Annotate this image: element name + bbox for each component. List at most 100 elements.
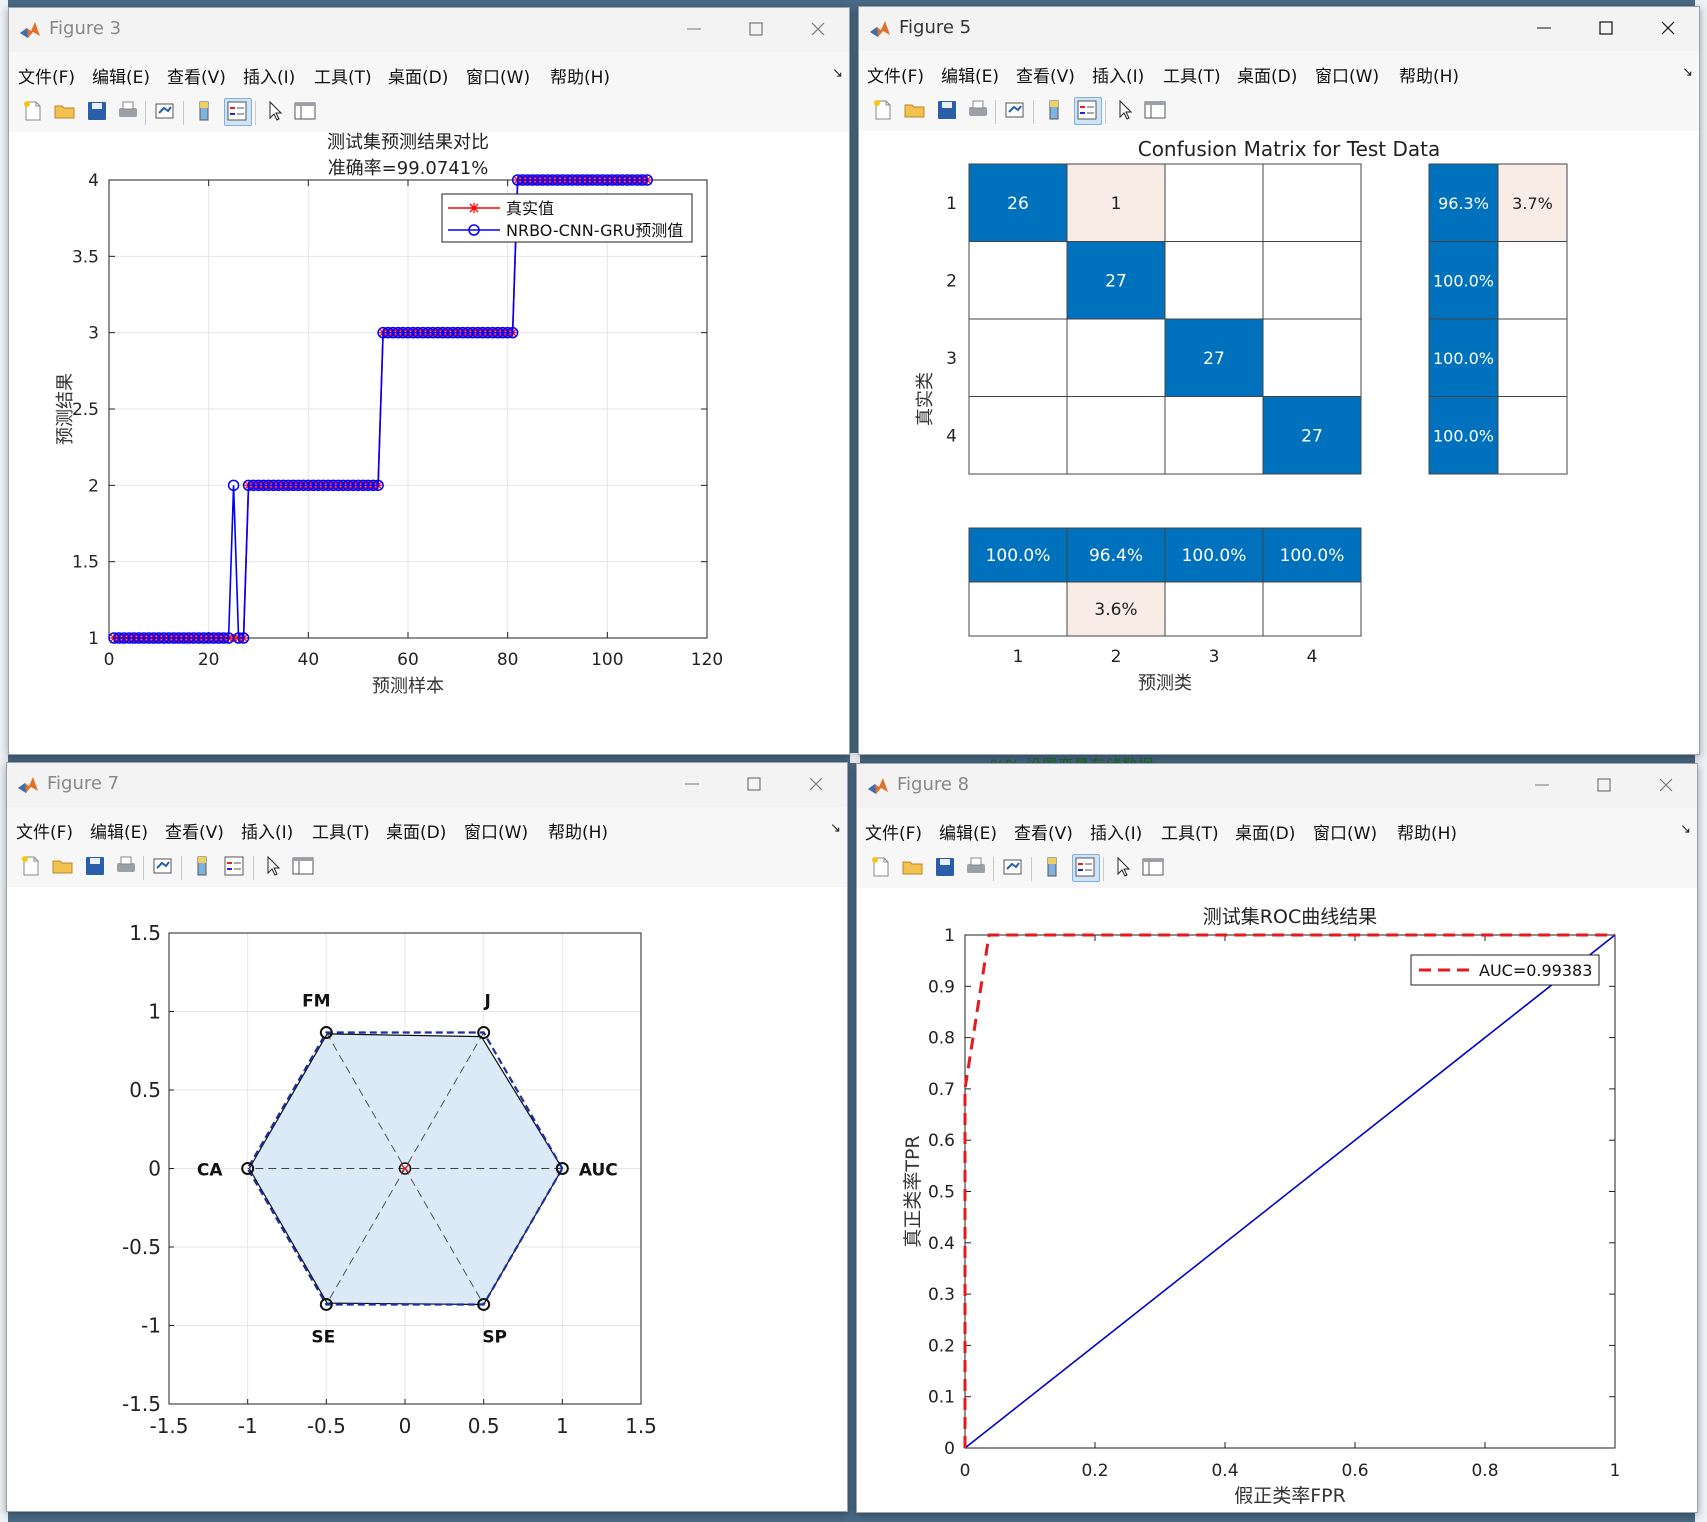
print-icon[interactable] (964, 855, 990, 881)
open-icon[interactable] (901, 855, 927, 881)
menu-view[interactable]: 查看(V) (165, 823, 224, 843)
menubar-overflow-icon[interactable]: ↘ (1680, 822, 1691, 837)
link-plot-icon[interactable] (153, 99, 179, 125)
save-icon[interactable] (933, 855, 959, 881)
maximize-button[interactable] (1575, 7, 1637, 51)
menu-file[interactable]: 文件(F) (16, 823, 74, 843)
menu-edit[interactable]: 编辑(E) (90, 823, 149, 843)
menu-desktop[interactable]: 桌面(D) (1237, 67, 1298, 87)
menu-help[interactable]: 帮助(H) (548, 823, 609, 843)
menu-edit[interactable]: 编辑(E) (92, 68, 151, 88)
menu-tools[interactable]: 工具(T) (1161, 824, 1219, 844)
menu-file[interactable]: 文件(F) (18, 68, 76, 88)
menu-file[interactable]: 文件(F) (865, 824, 923, 844)
figure-8-titlebar[interactable]: Figure 8 (857, 764, 1697, 808)
menu-edit[interactable]: 编辑(E) (941, 67, 1000, 87)
minimize-button[interactable] (1513, 7, 1575, 51)
pointer-icon[interactable] (1113, 98, 1139, 124)
pointer-icon[interactable] (263, 99, 289, 125)
save-icon-glyph (936, 858, 954, 876)
x-tick-label: 100 (591, 650, 623, 670)
figure-7-window[interactable]: Figure 7 文件(F) 编辑(E) 查看(V) 插入(I) 工具(T) 桌… (6, 762, 848, 1512)
print-icon[interactable] (114, 854, 140, 880)
menu-desktop[interactable]: 桌面(D) (386, 823, 447, 843)
property-inspector-icon[interactable] (1143, 98, 1169, 124)
figure-8-window[interactable]: Figure 8 文件(F) 编辑(E) 查看(V) 插入(I) 工具(T) 桌… (856, 763, 1698, 1513)
close-button[interactable] (1637, 7, 1699, 51)
minimize-button[interactable] (663, 8, 725, 52)
open-icon[interactable] (53, 99, 79, 125)
menubar-overflow-icon[interactable]: ↘ (830, 821, 841, 836)
open-icon[interactable] (51, 854, 77, 880)
menu-tools[interactable]: 工具(T) (312, 823, 370, 843)
menu-window[interactable]: 窗口(W) (466, 68, 531, 88)
menubar-overflow-icon[interactable]: ↘ (1682, 65, 1693, 80)
legend-icon[interactable] (1072, 854, 1100, 882)
figure-3-titlebar[interactable]: Figure 3 (9, 8, 849, 52)
colorbar-icon[interactable] (190, 854, 216, 880)
menu-window[interactable]: 窗口(W) (464, 823, 529, 843)
figure-3-window[interactable]: Figure 3 文件(F) 编辑(E) 查看(V) 插入(I) 工具(T) 桌… (8, 7, 850, 755)
new-figure-icon[interactable] (19, 854, 45, 880)
property-inspector-icon[interactable] (293, 99, 319, 125)
menu-help[interactable]: 帮助(H) (1397, 824, 1458, 844)
open-icon-glyph (902, 861, 923, 875)
new-figure-icon[interactable] (869, 855, 895, 881)
menu-tools[interactable]: 工具(T) (1163, 67, 1221, 87)
new-figure-icon[interactable] (21, 99, 47, 125)
menu-help[interactable]: 帮助(H) (1399, 67, 1460, 87)
pointer-icon[interactable] (261, 854, 287, 880)
maximize-button[interactable] (725, 8, 787, 52)
link-plot-icon[interactable] (1001, 855, 1027, 881)
pointer-icon[interactable] (1111, 855, 1137, 881)
menu-edit[interactable]: 编辑(E) (939, 824, 998, 844)
legend-icon[interactable] (1074, 97, 1102, 125)
maximize-button[interactable] (1573, 764, 1635, 808)
save-icon[interactable] (83, 854, 109, 880)
save-icon[interactable] (85, 99, 111, 125)
link-plot-icon[interactable] (151, 854, 177, 880)
minimize-button[interactable] (1511, 764, 1573, 808)
colorbar-icon[interactable] (192, 99, 218, 125)
figure-5-window[interactable]: Figure 5 文件(F) 编辑(E) 查看(V) 插入(I) 工具(T) 桌… (858, 6, 1700, 755)
menu-window[interactable]: 窗口(W) (1315, 67, 1380, 87)
y-axis-label: 真正类率TPR (902, 1135, 924, 1247)
close-button[interactable] (787, 8, 849, 52)
new-figure-icon[interactable] (871, 98, 897, 124)
matlab-logo-icon (868, 778, 888, 794)
new-star-shape (872, 857, 878, 863)
figure-7-titlebar[interactable]: Figure 7 (7, 763, 847, 807)
open-icon[interactable] (903, 98, 929, 124)
figure-5-titlebar[interactable]: Figure 5 (859, 7, 1699, 51)
menu-desktop[interactable]: 桌面(D) (388, 68, 449, 88)
menu-view[interactable]: 查看(V) (1014, 824, 1073, 844)
close-button[interactable] (1635, 764, 1697, 808)
property-inspector-icon[interactable] (1141, 855, 1167, 881)
menu-insert[interactable]: 插入(I) (241, 823, 294, 843)
menu-insert[interactable]: 插入(I) (1090, 824, 1143, 844)
close-button[interactable] (785, 763, 847, 807)
colorbar-icon[interactable] (1040, 855, 1066, 881)
save-icon[interactable] (935, 98, 961, 124)
minimize-button[interactable] (661, 763, 723, 807)
link-plot-icon[interactable] (1003, 98, 1029, 124)
legend-icon[interactable] (222, 854, 248, 880)
menu-view[interactable]: 查看(V) (1016, 67, 1075, 87)
menu-view[interactable]: 查看(V) (167, 68, 226, 88)
menu-file[interactable]: 文件(F) (867, 67, 925, 87)
print-icon[interactable] (116, 99, 142, 125)
column-summary-cell (1066, 527, 1166, 583)
menu-tools[interactable]: 工具(T) (314, 68, 372, 88)
property-inspector-icon[interactable] (291, 854, 317, 880)
colorbar-icon[interactable] (1042, 98, 1068, 124)
menu-help[interactable]: 帮助(H) (550, 68, 611, 88)
print-icon[interactable] (966, 98, 992, 124)
menu-window[interactable]: 窗口(W) (1313, 824, 1378, 844)
menubar-overflow-icon[interactable]: ↘ (832, 66, 843, 81)
colorbar-top-shape (1048, 858, 1056, 864)
menu-insert[interactable]: 插入(I) (243, 68, 296, 88)
menu-insert[interactable]: 插入(I) (1092, 67, 1145, 87)
menu-desktop[interactable]: 桌面(D) (1235, 824, 1296, 844)
maximize-button[interactable] (723, 763, 785, 807)
legend-icon[interactable] (224, 98, 252, 126)
